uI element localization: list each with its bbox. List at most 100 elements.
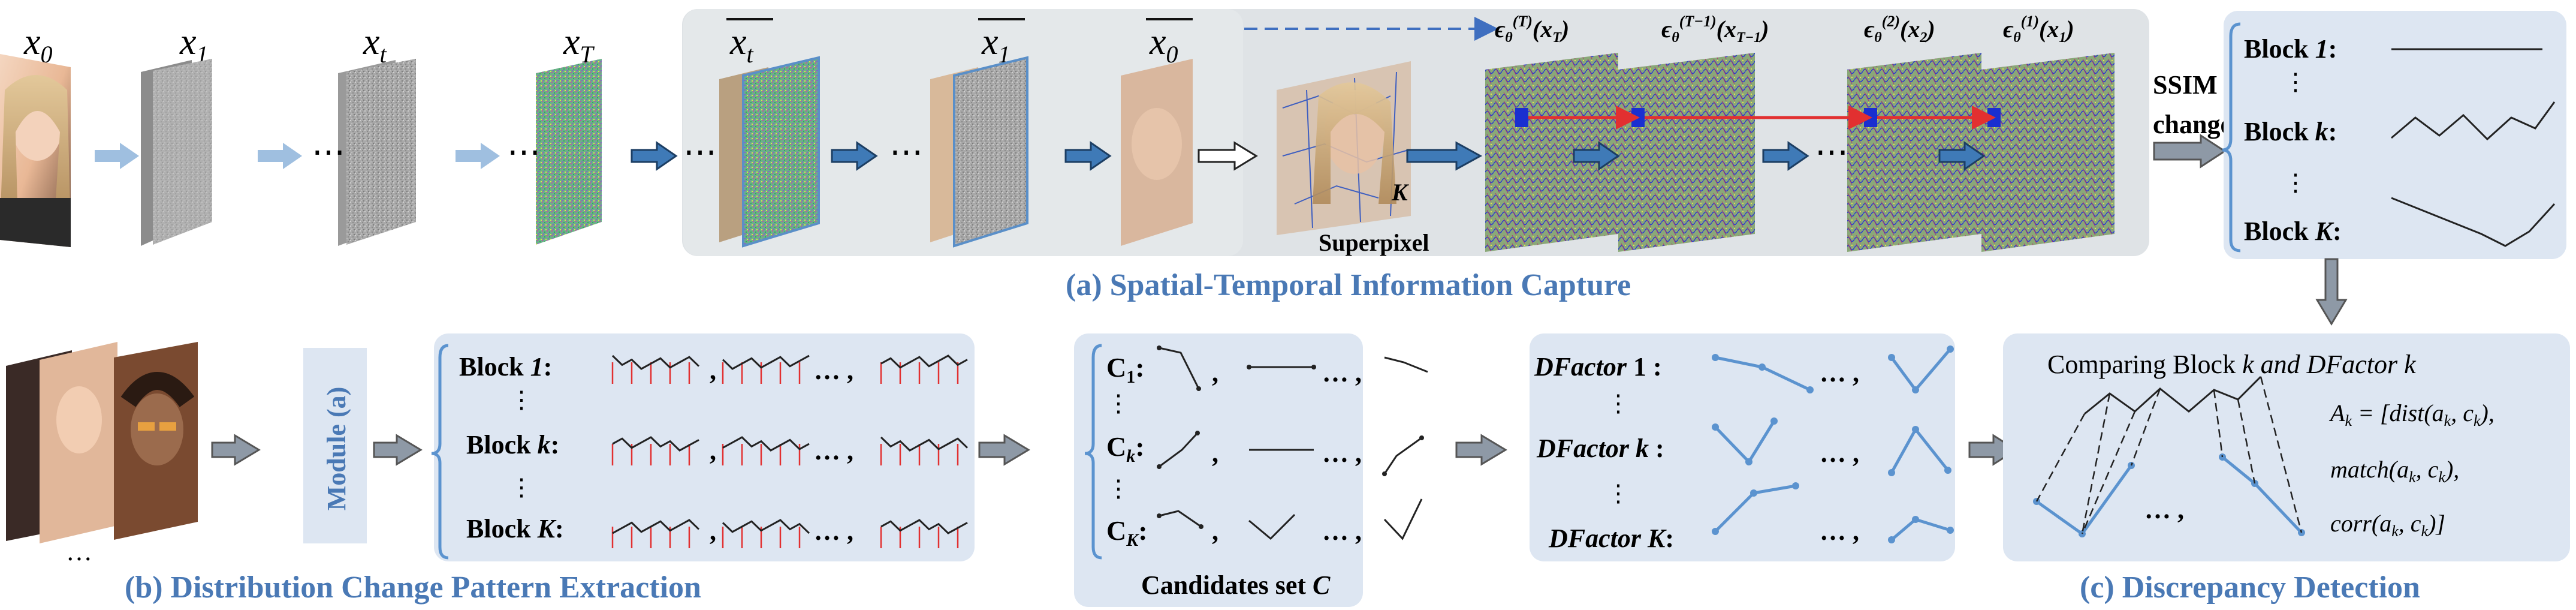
dfactor-k-label: DFactor k : <box>1536 434 1664 463</box>
svg-text:… ,: … , <box>1322 516 1362 546</box>
svg-text:… ,: … , <box>1322 438 1362 468</box>
svg-text:corr(ak, ck)]: corr(ak, ck)] <box>2330 510 2445 540</box>
eps-label-T-1: ϵθ(T−1)(xT−1) <box>1661 13 1769 46</box>
svg-text:⋮: ⋮ <box>1606 480 1630 507</box>
ssim-block-k-label: Block k: <box>2244 117 2337 146</box>
arrow-to-module <box>211 434 261 466</box>
superpixel-label: Superpixel <box>1319 229 1429 256</box>
pattern-block-K-label: Block K: <box>466 514 564 543</box>
dfactor-dots <box>1712 345 1954 543</box>
module-a-box <box>303 348 367 543</box>
pattern-sparkline <box>880 436 969 452</box>
caption-a: (a) Spatial-Temporal Information Capture <box>1066 268 1631 302</box>
noisy-image-x1 <box>141 59 212 246</box>
ssim-curve-block-k <box>2391 101 2556 141</box>
ellipsis-forward: ⋯ ⋯ <box>312 134 541 171</box>
caption-c: (c) Discrepancy Detection <box>2080 570 2420 605</box>
svg-text:⋯: ⋯ <box>312 134 345 171</box>
ssim-vdots: ⋮ ⋮ <box>2284 68 2307 196</box>
pattern-sparkline <box>611 354 700 370</box>
svg-text:… ,: … , <box>1820 516 1859 546</box>
dfactor-K-label: DFactor K: <box>1548 524 1674 553</box>
ssim-curve-block-K <box>2391 197 2556 247</box>
arrow-to-superpixel <box>1197 141 1258 171</box>
pattern-sparkline <box>880 354 968 369</box>
svg-text:⋮: ⋮ <box>2284 169 2307 196</box>
candidate-k-label: Ck: <box>1106 431 1145 466</box>
candidate-separators: , … , , … , , … , <box>1212 358 1362 546</box>
eps-label-1: ϵθ(1)(x1) <box>2003 13 2074 46</box>
candidates-panel <box>1074 333 1363 607</box>
pattern-sparkline <box>722 354 810 370</box>
svg-text:,: , <box>1212 438 1218 468</box>
superpixel-image <box>1277 61 1411 235</box>
svg-text:⋮: ⋮ <box>1106 390 1130 417</box>
eps-frame-T-1 <box>1618 53 1755 252</box>
superpixel-k-label: K <box>1391 179 1409 206</box>
arrow-to-candidates <box>978 434 1030 466</box>
denoised-image-xbar-1 <box>930 56 1028 248</box>
svg-text:… ,: … , <box>814 436 853 465</box>
arrow-to-eps <box>1406 141 1483 171</box>
eps-label-T: ϵθ(T)(xT) <box>1495 13 1569 46</box>
dfactor-panel <box>1530 333 1955 561</box>
block-pattern-panel <box>434 333 975 561</box>
label-xT: xT <box>563 22 595 68</box>
eps-arrows <box>1573 141 1986 171</box>
module-a-label: Module (a) <box>322 387 351 511</box>
svg-text:Ak = [dist(ak, ck),: Ak = [dist(ak, ck), <box>2328 399 2494 429</box>
ellipsis-reverse-1: ⋯ <box>683 134 717 171</box>
pattern-vdots: ⋮ ⋮ <box>509 386 533 501</box>
svg-text:⋮: ⋮ <box>1106 475 1130 502</box>
label-xt: xt <box>363 22 387 68</box>
arrow-to-dfactor <box>1455 434 1507 466</box>
ssim-arrow <box>2153 134 2227 169</box>
formula: Ak = [dist(ak, ck), match(ak, ck), corr(… <box>2328 399 2494 540</box>
svg-text:,: , <box>710 516 716 546</box>
forward-arrows <box>95 143 500 169</box>
svg-text:… ,: … , <box>1322 358 1362 387</box>
pattern-sparkline <box>722 519 810 534</box>
ssim-change-label: change <box>2153 110 2232 139</box>
label-xbar-0: x0 <box>1149 22 1178 68</box>
candidate-K-label: CK: <box>1106 515 1148 550</box>
candidate-dots <box>1157 345 1424 529</box>
eps-label-2: ϵθ(2)(x2) <box>1864 13 1935 46</box>
svg-text:,: , <box>710 436 716 465</box>
pattern-sparkline <box>612 436 699 452</box>
reverse-arrows <box>631 141 1112 171</box>
ssim-block-K-label: Block K: <box>2244 217 2342 246</box>
ellipsis-reverse-2: ⋯ <box>889 134 923 171</box>
dfactor-1-label: DFactor 1 : <box>1534 352 1662 381</box>
eps-frame-T <box>1485 53 1618 252</box>
label-x0: x0 <box>23 22 53 68</box>
pattern-sparkline <box>612 519 700 534</box>
arrow-to-blocks-b <box>373 434 423 466</box>
denoised-image-xbar-0 <box>1121 59 1193 246</box>
candidate-curves <box>1159 347 1428 540</box>
dfactor-vdots: ⋮ ⋮ <box>1606 390 1630 507</box>
input-faces-stack <box>6 342 198 543</box>
svg-text:… ,: … , <box>814 356 853 385</box>
pattern-separators: , … , , … , , … , <box>710 356 853 546</box>
compare-dashed-links <box>2035 376 2303 534</box>
faces-ellipsis: … <box>66 537 92 566</box>
pattern-block-k-label: Block k: <box>466 430 559 459</box>
noisy-image-xt <box>338 59 416 246</box>
ellipsis-eps: ⋯ <box>1815 134 1848 171</box>
pattern-block-1-label: Block 1: <box>459 352 552 381</box>
svg-text:… ,: … , <box>814 516 853 546</box>
compare-block-curve <box>2084 375 2262 415</box>
label-xbar-1: x1 <box>981 22 1011 68</box>
svg-text:⋮: ⋮ <box>1606 390 1630 417</box>
down-arrow <box>2315 258 2348 326</box>
candidates-caption: Candidates set C <box>1141 570 1331 600</box>
eps-frame-1 <box>1981 53 2115 252</box>
input-image-x0 <box>0 54 71 247</box>
compare-panel <box>2003 333 2570 561</box>
pattern-sparklines <box>611 354 969 548</box>
svg-text:,: , <box>710 356 716 385</box>
ssim-label: SSIM <box>2153 70 2218 100</box>
denoised-image-xbar-t <box>719 56 820 248</box>
